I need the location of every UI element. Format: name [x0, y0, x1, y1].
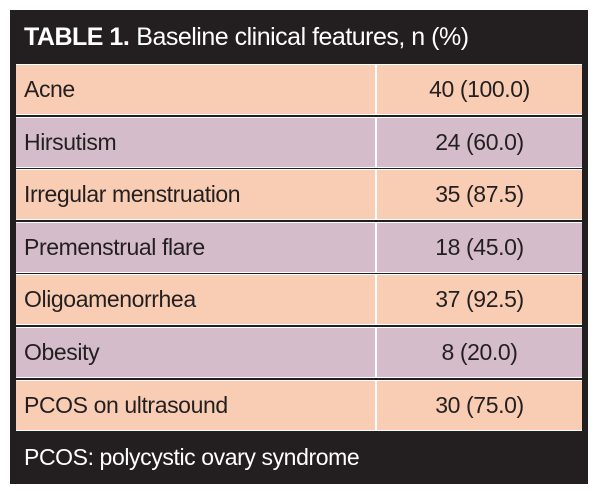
feature-cell: Oligoamenorrhea	[16, 275, 377, 325]
table-row: Oligoamenorrhea 37 (92.5)	[16, 274, 582, 326]
table-row: Hirsutism 24 (60.0)	[16, 116, 582, 168]
clinical-features-table: TABLE 1. Baseline clinical features, n (…	[10, 10, 588, 484]
table-row: Irregular menstruation 35 (87.5)	[16, 169, 582, 221]
value-cell: 35 (87.5)	[435, 181, 524, 208]
table-footnote: PCOS: polycystic ovary syndrome	[24, 444, 360, 470]
value-cell: 40 (100.0)	[429, 76, 530, 102]
table-title: TABLE 1. Baseline clinical features, n (…	[10, 10, 588, 64]
feature-cell: PCOS on ultrasound	[16, 380, 377, 430]
feature-cell: Hirsutism	[16, 117, 377, 167]
table-body: Acne 40 (100.0) Hirsutism 24 (60.0) Irre…	[16, 64, 582, 432]
table-row: Obesity 8 (20.0)	[16, 326, 582, 378]
table-number: TABLE 1.	[24, 22, 130, 51]
feature-cell: Premenstrual flare	[16, 222, 377, 272]
table-caption: Baseline clinical features, n (%)	[136, 22, 469, 51]
feature-cell: Acne	[16, 65, 377, 114]
value-cell: 37 (92.5)	[435, 286, 524, 313]
table-row: PCOS on ultrasound 30 (75.0)	[16, 379, 582, 431]
feature-cell: Obesity	[16, 327, 377, 377]
table-row: Premenstrual flare 18 (45.0)	[16, 221, 582, 273]
table-row: Acne 40 (100.0)	[16, 64, 582, 115]
value-cell: 30 (75.0)	[435, 391, 524, 418]
value-cell: 24 (60.0)	[435, 128, 524, 155]
feature-cell: Irregular menstruation	[16, 170, 377, 220]
value-cell: 18 (45.0)	[435, 233, 524, 260]
value-cell: 8 (20.0)	[441, 338, 518, 365]
